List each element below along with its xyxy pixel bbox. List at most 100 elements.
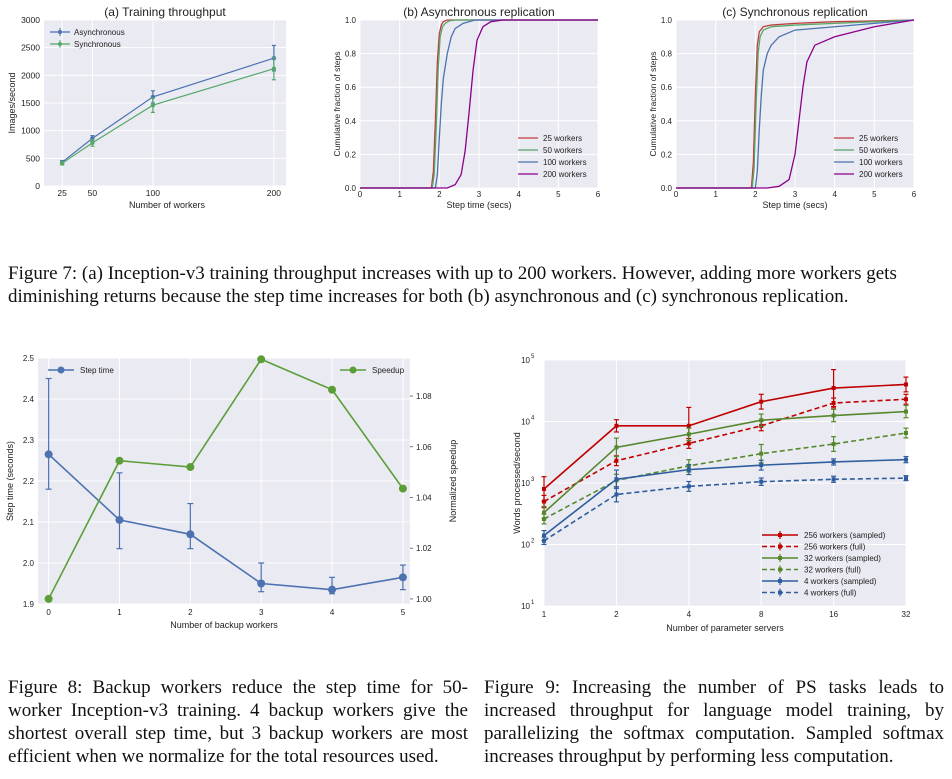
fig7a-data-point	[90, 140, 95, 146]
fig7c-series-line	[676, 19, 915, 189]
fig8-step-time-point	[44, 450, 53, 459]
fig9-ytick-exponent: 4	[531, 416, 535, 422]
fig9-data-point	[831, 400, 836, 405]
fig8-step-time-point	[257, 579, 266, 588]
fig7c-ytick-label: 0.4	[661, 117, 673, 126]
fig9-ytick-label: 10	[521, 479, 530, 488]
fig7b-xtick-label: 0	[358, 190, 363, 199]
fig7b-ytick-label: 0.8	[345, 50, 357, 59]
fig7a-ytick-label: 2500	[21, 43, 40, 53]
fig8-step-time-point	[186, 530, 195, 539]
fig9-ytick-label: 10	[521, 418, 530, 427]
fig9-data-point	[614, 423, 619, 428]
fig7b-chart: 0.0 0.2 0.4 0.6 0.8 1.0 0 1 2 3 4 5 6 (b) Asynchronou…	[332, 5, 601, 210]
fig7a-legend-swatch-marker	[58, 42, 62, 46]
fig9-data-point	[759, 451, 764, 456]
fig7b-xtick-label: 6	[596, 190, 601, 199]
fig7b-ytick-label: 0.2	[345, 150, 357, 159]
fig7c-legend-label: 200 workers	[859, 170, 903, 179]
fig8-ytick-label: 2.1	[23, 518, 35, 527]
fig8-speedup-point	[398, 484, 407, 493]
fig9-data-point	[686, 432, 691, 437]
fig7a-xtick-label: 25	[57, 188, 67, 198]
fig7c-series-line	[676, 19, 915, 189]
fig7c-xtick-label: 5	[872, 190, 877, 199]
fig7c-ytick-label: 0.2	[661, 150, 673, 159]
fig8-speedup-point	[328, 385, 337, 394]
fig7c-legend-label: 100 workers	[859, 158, 903, 167]
fig7c-chart: 0.0 0.2 0.4 0.6 0.8 1.0 0 1 2 3 4 5 6 (c) Synchronous…	[648, 5, 917, 210]
fig7b-series-line	[360, 19, 598, 189]
fig9-data-point	[542, 516, 546, 521]
fig8-xtick-label: 1	[117, 608, 122, 617]
fig9-legend-label: 4 workers (full)	[804, 589, 857, 598]
fig8-xtick-label: 2	[188, 608, 193, 617]
fig7a-legend-swatch-marker	[58, 30, 62, 34]
fig7a-ylabel: Images/second	[7, 72, 17, 133]
fig8-xlabel: Number of backup workers	[170, 620, 278, 630]
fig8-ytick-label: 2.5	[23, 354, 35, 363]
fig8-step-time-point	[328, 585, 337, 594]
fig7c-xtick-label: 6	[912, 190, 917, 199]
fig9-data-point	[686, 423, 691, 428]
fig8-ylabel-right: Normalized speedup	[448, 440, 458, 523]
fig9-data-point	[759, 418, 764, 423]
fig9-legend-label: 32 workers (sampled)	[804, 554, 881, 563]
fig9-legend-label: 32 workers (full)	[804, 566, 861, 575]
fig8-speedup-line	[47, 358, 404, 600]
figure7-caption: Figure 7: (a) Inception-v3 training thro…	[8, 263, 897, 307]
fig9-data-point	[904, 397, 908, 402]
fig7c-xlabel: Step time (secs)	[762, 200, 827, 210]
fig7b-xtick-label: 4	[516, 190, 521, 199]
fig8-legend-marker-step-time	[57, 366, 65, 374]
fig9-xtick-label: 32	[902, 610, 911, 619]
fig9-xtick-label: 2	[614, 610, 619, 619]
fig7b-series-line	[360, 19, 598, 189]
fig7c-series-line	[676, 19, 915, 189]
fig9-data-point	[904, 409, 908, 414]
fig7c-ytick-label: 0.0	[661, 184, 673, 193]
fig8-ytick-label: 2.0	[23, 559, 35, 568]
fig9-legend-swatch-marker	[778, 567, 782, 572]
fig8-xtick-label: 0	[46, 608, 51, 617]
fig7b-xtick-label: 3	[477, 190, 482, 199]
fig9-ytick-exponent: 5	[531, 354, 535, 360]
fig7a-series-line	[61, 68, 275, 164]
fig9-data-point	[614, 458, 619, 463]
fig7a-legend-label: Synchronous	[74, 40, 121, 49]
fig9-legend-swatch-marker	[778, 579, 782, 583]
fig8-xtick-label: 3	[259, 608, 264, 617]
figure8-caption: Figure 8: Backup workers reduce the step…	[8, 677, 468, 767]
fig9-series-line	[543, 477, 907, 542]
fig9-data-point	[831, 413, 836, 418]
fig7b-legend-label: 100 workers	[543, 158, 587, 167]
figure9-caption: Figure 9: Increasing the number of PS ta…	[484, 677, 944, 767]
fig7c-ytick-label: 0.6	[661, 83, 673, 92]
fig9-legend-swatch-marker	[778, 544, 782, 549]
fig9-data-point	[542, 499, 546, 504]
fig9-ytick-label: 10	[521, 602, 530, 611]
fig7a-ytick-label: 3000	[21, 15, 40, 25]
fig9-data-point	[831, 459, 836, 464]
fig9-data-point	[542, 486, 546, 491]
fig9-data-point	[831, 477, 836, 482]
fig7b-legend-label: 50 workers	[543, 146, 582, 155]
fig7c-ytick-label: 0.8	[661, 50, 673, 59]
fig9-data-point	[904, 382, 908, 387]
fig8-speedup-point	[257, 355, 266, 364]
fig9-legend-label: 256 workers (full)	[804, 543, 866, 552]
fig9-data-point	[686, 467, 691, 472]
fig7a-ytick-label: 1500	[21, 98, 40, 108]
fig7a-data-point	[271, 66, 277, 71]
fig8-xtick-label: 4	[330, 608, 335, 617]
fig7b-ytick-label: 1.0	[345, 16, 357, 25]
fig8-ytick-right-label: 1.00	[416, 595, 432, 604]
fig7a-ytick-label: 2000	[21, 70, 40, 80]
fig9-legend-swatch-marker	[778, 556, 782, 560]
fig7a-data-point	[150, 103, 156, 108]
fig9-data-point	[542, 538, 546, 543]
fig8-ylabel: Step time (seconds)	[5, 441, 15, 521]
fig7a-xtick-label: 100	[146, 188, 160, 198]
fig7b-xtick-label: 2	[437, 190, 442, 199]
fig8-legend-label-step-time: Step time	[80, 366, 114, 375]
